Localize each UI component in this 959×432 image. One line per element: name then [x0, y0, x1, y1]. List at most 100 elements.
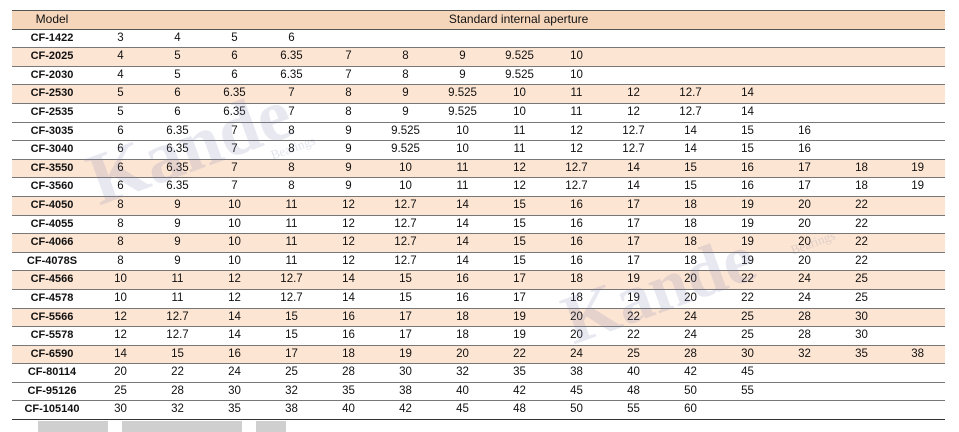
aperture-cell: 8 [288, 143, 295, 156]
table-row: CF-6590 14 15 16 17 18 19 20 22 24 25 28 30 32 35 38 [12, 345, 946, 364]
aperture-cell: 12 [114, 310, 127, 323]
aperture-cell: 18 [855, 161, 868, 174]
aperture-cell [890, 271, 945, 290]
aperture-cell: 40 [342, 403, 355, 416]
model-cell: CF-80114 [27, 366, 77, 379]
aperture-cell: 28 [171, 384, 184, 397]
aperture-cell: 17 [627, 198, 640, 211]
aperture-cell: 20 [798, 198, 811, 211]
aperture-cell: 38 [570, 366, 583, 379]
aperture-cell: 12.7 [679, 87, 702, 100]
aperture-cell: 38 [911, 347, 924, 360]
aperture-cell [662, 48, 719, 67]
aperture-cell: 7 [345, 50, 352, 63]
aperture-cell: 12.7 [280, 273, 303, 286]
aperture-cell: 19 [911, 180, 924, 193]
aperture-cell [890, 234, 945, 253]
aperture-cell: 7 [288, 87, 295, 100]
aperture-cell: 7 [231, 124, 238, 137]
aperture-cell: 17 [627, 236, 640, 249]
model-cell: CF-1422 [30, 31, 74, 44]
aperture-cell: 24 [798, 273, 811, 286]
aperture-cell: 16 [456, 291, 469, 304]
table-row: CF-4066 8 9 10 11 12 12.7 14 15 16 17 18 19 20 22 [12, 233, 946, 253]
aperture-cell: 9.525 [448, 87, 477, 100]
aperture-cell: 30 [741, 347, 754, 360]
model-cell: CF-4066 [30, 236, 74, 249]
aperture-cell: 20 [684, 291, 697, 304]
aperture-cell [776, 66, 833, 85]
aperture-cell: 12 [342, 217, 355, 230]
aperture-cell: 20 [684, 273, 697, 286]
model-cell: CF-2530 [30, 87, 74, 100]
aperture-cell: 32 [171, 403, 184, 416]
aperture-cell [776, 85, 833, 104]
aperture-cell: 15 [285, 329, 298, 342]
model-cell: CF-3035 [30, 124, 74, 137]
aperture-cell: 16 [741, 161, 754, 174]
table-row: CF-3550 6 6.35 7 8 9 10 11 12 12.7 14 15 16 17 18 19 [12, 159, 946, 178]
aperture-cell: 9 [459, 50, 466, 63]
model-cell: CF-3550 [30, 161, 74, 174]
aperture-cell: 17 [513, 273, 526, 286]
aperture-cell [890, 122, 945, 141]
aperture-cell [605, 66, 662, 85]
aperture-cell: 20 [456, 347, 469, 360]
aperture-cell: 15 [513, 254, 526, 267]
aperture-cell: 16 [228, 347, 241, 360]
aperture-cell: 17 [798, 180, 811, 193]
aperture-cell [890, 215, 945, 234]
aperture-cell: 9.525 [448, 105, 477, 118]
aperture-cell: 16 [570, 217, 583, 230]
aperture-cell: 22 [627, 310, 640, 323]
aperture-cell: 8 [402, 50, 409, 63]
aperture-cell: 12 [114, 329, 127, 342]
aperture-cell: 16 [798, 143, 811, 156]
aperture-cell: 6 [117, 143, 124, 156]
aperture-cell: 11 [171, 291, 184, 304]
aperture-cell [719, 48, 776, 67]
aperture-cell: 38 [399, 384, 412, 397]
aperture-cell: 6.35 [223, 87, 246, 100]
aperture-cell [890, 141, 945, 160]
aperture-cell: 6 [231, 50, 238, 63]
aperture-cell: 14 [342, 291, 355, 304]
aperture-cell: 18 [684, 236, 697, 249]
aperture-cell [776, 103, 833, 122]
table-row: CF-2535 5 6 6.35 7 8 9 9.525 10 11 12 12.7 14 [12, 103, 946, 123]
aperture-cell [491, 29, 548, 48]
aperture-cell: 9.525 [505, 68, 534, 81]
aperture-cell [833, 122, 890, 141]
aperture-cell: 15 [513, 217, 526, 230]
aperture-cell: 24 [684, 329, 697, 342]
aperture-cell: 5 [174, 68, 181, 81]
model-cell: CF-105140 [24, 403, 80, 416]
aperture-cell: 8 [402, 68, 409, 81]
aperture-cell: 6.35 [280, 68, 303, 81]
aperture-cell: 11 [285, 198, 298, 211]
aperture-cell: 20 [114, 366, 127, 379]
aperture-cell: 10 [570, 50, 583, 63]
aperture-cell: 35 [342, 384, 355, 397]
aperture-cell: 10 [114, 291, 127, 304]
aperture-cell [890, 103, 945, 122]
aperture-cell: 19 [513, 329, 526, 342]
aperture-cell: 25 [285, 366, 298, 379]
aperture-cell: 19 [911, 161, 924, 174]
aperture-cell: 25 [855, 291, 868, 304]
aperture-cell: 5 [117, 87, 124, 100]
aperture-cell: 24 [798, 291, 811, 304]
aperture-cell: 12.7 [280, 291, 303, 304]
aperture-cell: 9.525 [505, 50, 534, 63]
aperture-cell: 19 [399, 347, 412, 360]
aperture-cell: 8 [288, 180, 295, 193]
aperture-cell: 22 [855, 254, 868, 267]
aperture-cell: 30 [855, 329, 868, 342]
aperture-cell: 10 [456, 124, 469, 137]
aperture-spec-table: Model Standard internal aperture CF-1422… [12, 10, 946, 420]
aperture-cell: 10 [513, 105, 526, 118]
aperture-cell: 14 [627, 161, 640, 174]
aperture-cell [719, 29, 776, 48]
aperture-cell: 20 [570, 329, 583, 342]
aperture-cell: 12 [627, 105, 640, 118]
